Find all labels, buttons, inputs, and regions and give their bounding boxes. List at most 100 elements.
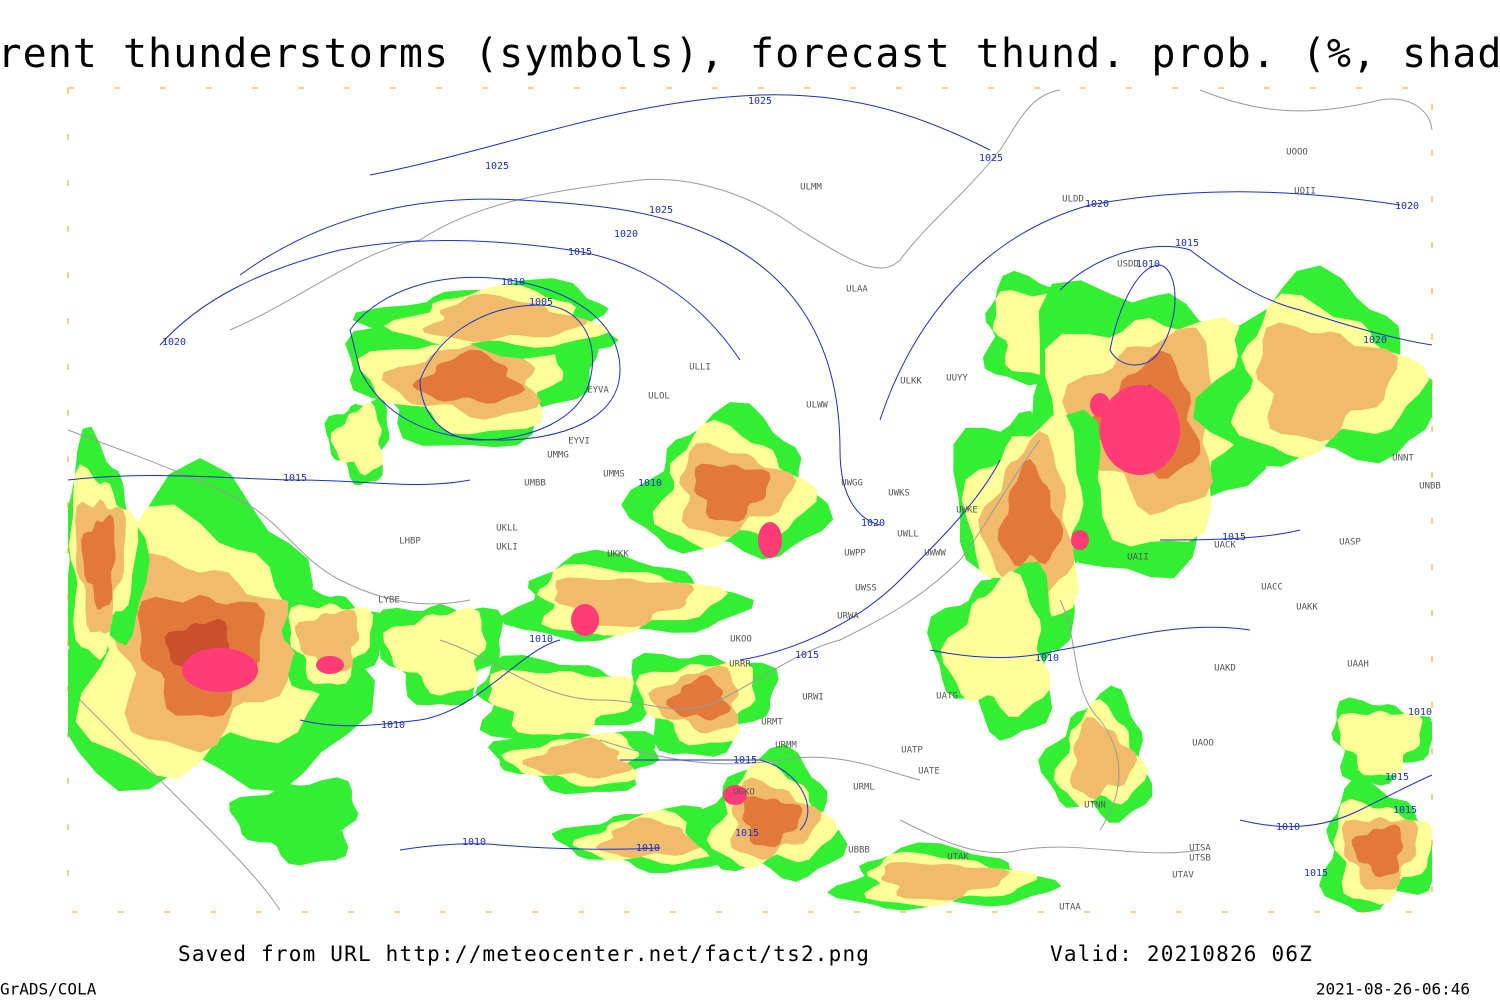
shading-area xyxy=(881,862,1011,901)
station-label: UKLL xyxy=(496,524,518,534)
station-label: UTSB xyxy=(1189,854,1211,864)
station-label: LHBP xyxy=(399,537,421,547)
station-label: ULLI xyxy=(689,363,711,373)
station-label: UWSS xyxy=(855,584,877,594)
station-label: ULAA xyxy=(846,285,868,295)
station-label: USDD xyxy=(1117,260,1139,270)
station-label: UGKO xyxy=(733,788,755,798)
station-label: UWGG xyxy=(841,479,863,489)
isobar-label: 1020 xyxy=(1085,199,1109,210)
isobar-label: 1010 xyxy=(529,634,553,645)
isobar-label: 1025 xyxy=(748,96,772,107)
isobars xyxy=(67,94,1433,851)
isobar-label: 1010 xyxy=(1408,707,1432,718)
isobar-label: 1010 xyxy=(1136,259,1160,270)
station-label: UAAH xyxy=(1347,660,1369,670)
shading-area xyxy=(330,401,384,476)
shading-area xyxy=(1351,824,1404,878)
station-label: URMT xyxy=(761,718,783,728)
station-label: UTNN xyxy=(1084,801,1106,811)
shading-area xyxy=(422,293,588,342)
shading-area xyxy=(1069,716,1138,800)
timestamp: 2021-08-26-06:46 xyxy=(1316,980,1470,999)
shading-area xyxy=(997,458,1064,567)
station-label: ULOL xyxy=(648,392,670,402)
station-label: UACK xyxy=(1214,541,1236,551)
isobar-label: 1020 xyxy=(861,518,885,529)
isobar-label: 1015 xyxy=(568,247,592,258)
shading-area xyxy=(412,349,525,404)
isobar-label: 1005 xyxy=(529,297,553,308)
software-credit: GrADS/COLA xyxy=(0,980,97,999)
shading-area xyxy=(940,570,1051,717)
station-label: UATE xyxy=(918,767,940,777)
station-label: UNBB xyxy=(1419,482,1441,492)
station-label: UOOO xyxy=(1286,148,1308,158)
station-label: ULWW xyxy=(806,401,828,411)
shading-area xyxy=(694,463,771,522)
isobar-label: 1010 xyxy=(638,478,662,489)
isobar-label: 1015 xyxy=(1222,532,1246,543)
isobar-label: 1015 xyxy=(1385,772,1409,783)
station-label: UWKS xyxy=(888,489,910,499)
station-label: LYBE xyxy=(378,596,400,606)
station-label: UAOO xyxy=(1192,739,1214,749)
isobar-label: 1010 xyxy=(636,843,660,854)
station-label: UKKK xyxy=(607,550,629,560)
station-label: UMMG xyxy=(547,451,569,461)
isobar-label: 1015 xyxy=(1393,805,1417,816)
shading-area xyxy=(742,796,803,848)
station-label: UASP xyxy=(1339,538,1361,548)
isobar-label: 1020 xyxy=(1395,201,1419,212)
shading-area xyxy=(294,608,360,674)
thunderstorm-symbol-area xyxy=(1071,530,1089,550)
station-label: ULMM xyxy=(800,183,822,193)
station-label: UUYY xyxy=(946,374,968,384)
isobar-label: 1015 xyxy=(795,650,819,661)
station-label: URMM xyxy=(775,741,797,751)
station-label: UKLI xyxy=(496,543,518,553)
station-label: UAKD xyxy=(1214,664,1236,674)
station-label: UTSA xyxy=(1189,844,1211,854)
station-label: UTAK xyxy=(947,853,969,863)
station-label: UWKE xyxy=(956,506,978,516)
shading-area xyxy=(1255,322,1398,442)
station-label: URRR xyxy=(729,660,751,670)
probability-shading xyxy=(68,265,1432,912)
isobar-label: 1025 xyxy=(649,205,673,216)
isobar-label: 1010 xyxy=(381,720,405,731)
station-label: UOII xyxy=(1294,187,1316,197)
shading-area xyxy=(1337,710,1423,776)
station-label: UMMS xyxy=(603,470,625,480)
thunderstorm-symbol-area xyxy=(723,785,747,805)
isobar-label: 1010 xyxy=(501,277,525,288)
map-title: Current thunderstorms (symbols), forecas… xyxy=(0,31,1500,77)
labels: 1025 1025 1025 1025 1020 1020 1020 1015 1015 1010… xyxy=(162,96,1441,913)
station-label: ULKK xyxy=(900,377,922,387)
thunderstorm-symbol-area xyxy=(1100,385,1180,475)
station-label: UWWW xyxy=(924,549,946,559)
station-label: UTAA xyxy=(1059,903,1081,913)
isobar-label: 1015 xyxy=(283,473,307,484)
shading-area xyxy=(487,669,641,737)
shading-area xyxy=(521,737,634,779)
shading-area xyxy=(383,607,487,696)
station-label: UATP xyxy=(901,746,923,756)
station-label: EYVI xyxy=(568,437,590,447)
source-url: Saved from URL http://meteocenter.net/fa… xyxy=(178,942,870,966)
thunderstorm-symbol-area xyxy=(758,522,782,558)
isobar-label: 1015 xyxy=(735,828,759,839)
shading-area xyxy=(595,817,709,859)
station-label: UWLL xyxy=(897,530,919,540)
isobar-label: 1025 xyxy=(979,153,1003,164)
shading-area xyxy=(229,777,359,866)
isobar-label: 1020 xyxy=(1363,335,1387,346)
station-label: UWPP xyxy=(844,549,866,559)
station-label: UBBB xyxy=(848,846,870,856)
isobar-label: 1015 xyxy=(1304,868,1328,879)
isobar-label: 1020 xyxy=(614,229,638,240)
station-label: UAII xyxy=(1127,553,1149,563)
station-label: UNNT xyxy=(1392,454,1414,464)
